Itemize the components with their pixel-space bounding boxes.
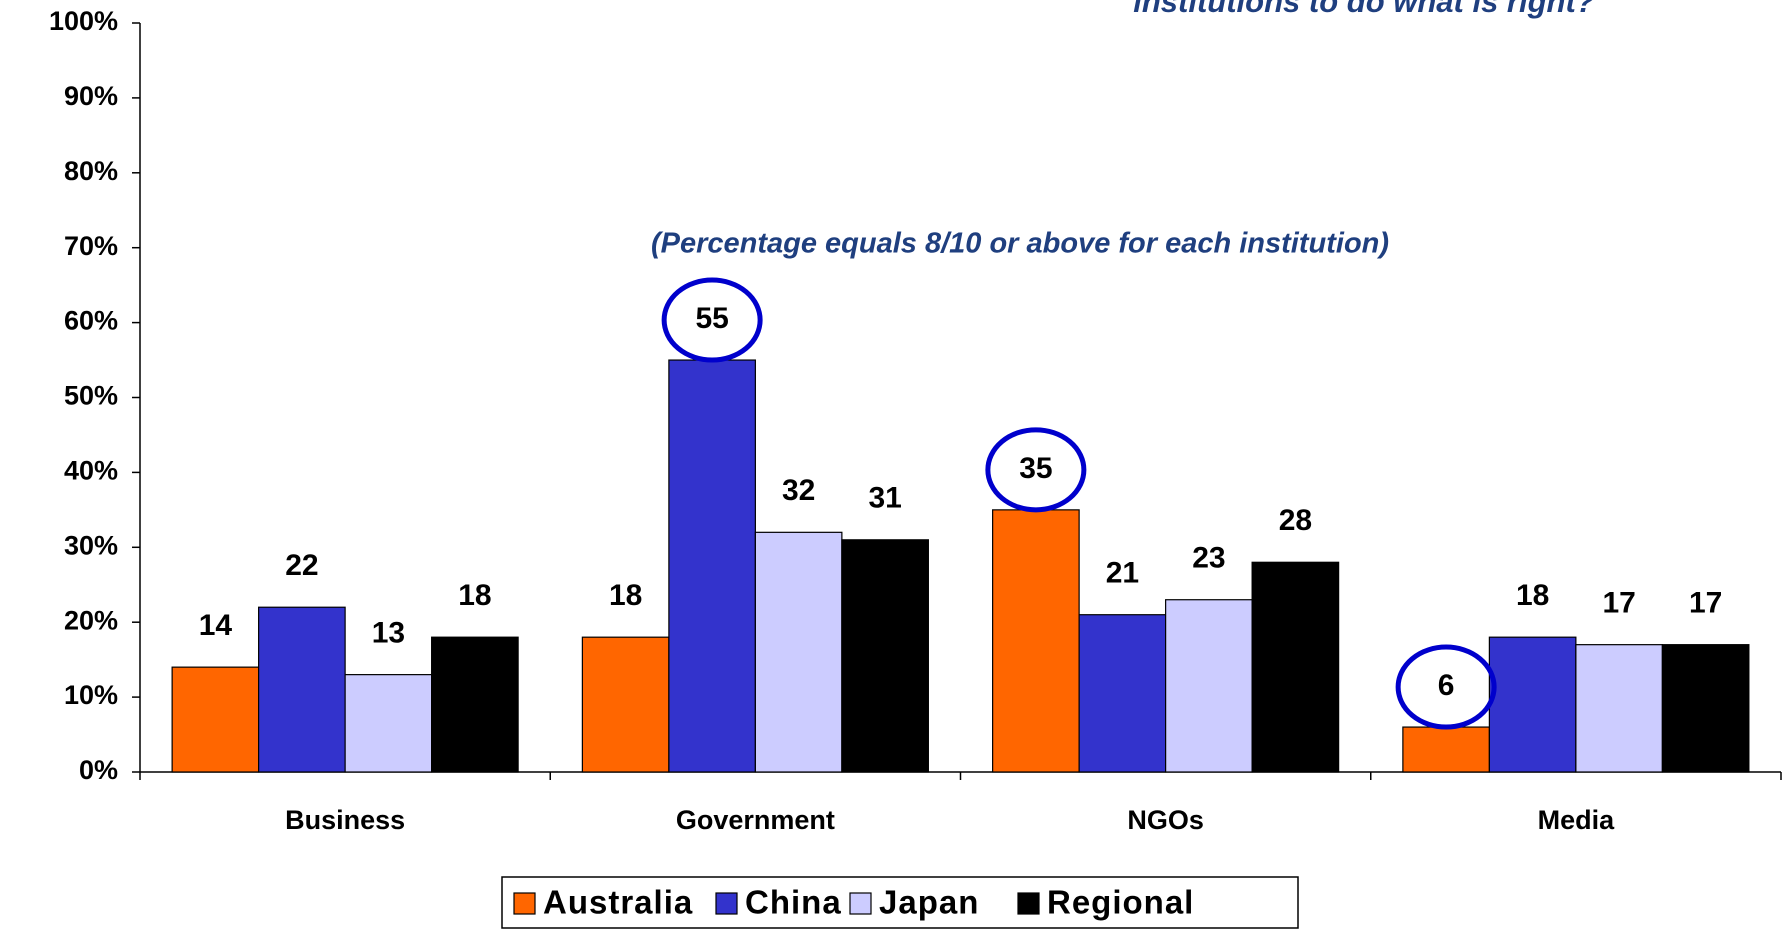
value-label: 55 bbox=[695, 302, 728, 335]
x-tick-label: Business bbox=[285, 805, 405, 835]
value-label: 13 bbox=[372, 617, 405, 650]
value-label: 18 bbox=[609, 579, 642, 612]
value-label: 31 bbox=[868, 482, 901, 515]
y-tick-label: 0% bbox=[79, 755, 118, 785]
x-tick-label: Media bbox=[1538, 805, 1616, 835]
value-label: 17 bbox=[1602, 587, 1635, 620]
value-label: 23 bbox=[1192, 542, 1225, 575]
legend-swatch bbox=[513, 892, 536, 915]
value-label: 28 bbox=[1279, 504, 1312, 537]
bar bbox=[1078, 614, 1167, 773]
bar bbox=[841, 539, 929, 773]
legend-box bbox=[501, 876, 1299, 929]
y-tick-label: 10% bbox=[64, 680, 118, 710]
value-label: 21 bbox=[1106, 557, 1139, 590]
x-tick-label: Government bbox=[676, 805, 835, 835]
y-tick-label: 70% bbox=[64, 231, 118, 261]
value-label: 35 bbox=[1019, 452, 1052, 485]
annotation: (Percentage equals 8/10 or above for eac… bbox=[651, 228, 1389, 260]
legend-swatch bbox=[715, 892, 738, 915]
bar bbox=[992, 509, 1080, 773]
legend-label: Regional bbox=[1047, 884, 1194, 921]
highlight-circle bbox=[1395, 644, 1497, 730]
value-label: 17 bbox=[1689, 587, 1722, 620]
x-tick-label: NGOs bbox=[1127, 805, 1204, 835]
value-label: 32 bbox=[782, 474, 815, 507]
bar bbox=[431, 636, 519, 773]
y-tick-label: 80% bbox=[64, 156, 118, 186]
highlight-circle bbox=[985, 427, 1087, 513]
legend-label: Australia bbox=[543, 884, 693, 921]
chart-title: institutions to do what is right? bbox=[1133, 0, 1595, 19]
value-label: 22 bbox=[285, 549, 318, 582]
y-tick-label: 50% bbox=[64, 381, 118, 411]
bar bbox=[581, 636, 670, 773]
bar bbox=[344, 674, 433, 773]
y-tick-label: 60% bbox=[64, 306, 118, 336]
bar bbox=[754, 531, 843, 773]
highlight-circle bbox=[661, 277, 763, 363]
legend-swatch bbox=[849, 892, 872, 915]
bar bbox=[1488, 636, 1577, 773]
legend-swatch bbox=[1017, 892, 1040, 915]
value-label: 6 bbox=[1438, 669, 1455, 702]
value-label: 18 bbox=[1516, 579, 1549, 612]
legend-label: China bbox=[745, 884, 842, 921]
y-tick-label: 90% bbox=[64, 81, 118, 111]
bar bbox=[1402, 726, 1490, 773]
bar bbox=[1165, 599, 1253, 773]
y-tick-label: 20% bbox=[64, 605, 118, 635]
bar bbox=[1575, 644, 1663, 773]
y-tick-label: 30% bbox=[64, 530, 118, 560]
legend-label: Japan bbox=[879, 884, 979, 921]
value-label: 18 bbox=[458, 579, 491, 612]
y-tick-label: 40% bbox=[64, 456, 118, 486]
bar bbox=[258, 606, 346, 773]
value-label: 14 bbox=[199, 609, 233, 642]
bar bbox=[668, 359, 756, 773]
bar bbox=[1661, 644, 1750, 773]
bar bbox=[171, 666, 260, 773]
bar bbox=[1251, 561, 1340, 773]
y-tick-label: 100% bbox=[49, 6, 118, 36]
